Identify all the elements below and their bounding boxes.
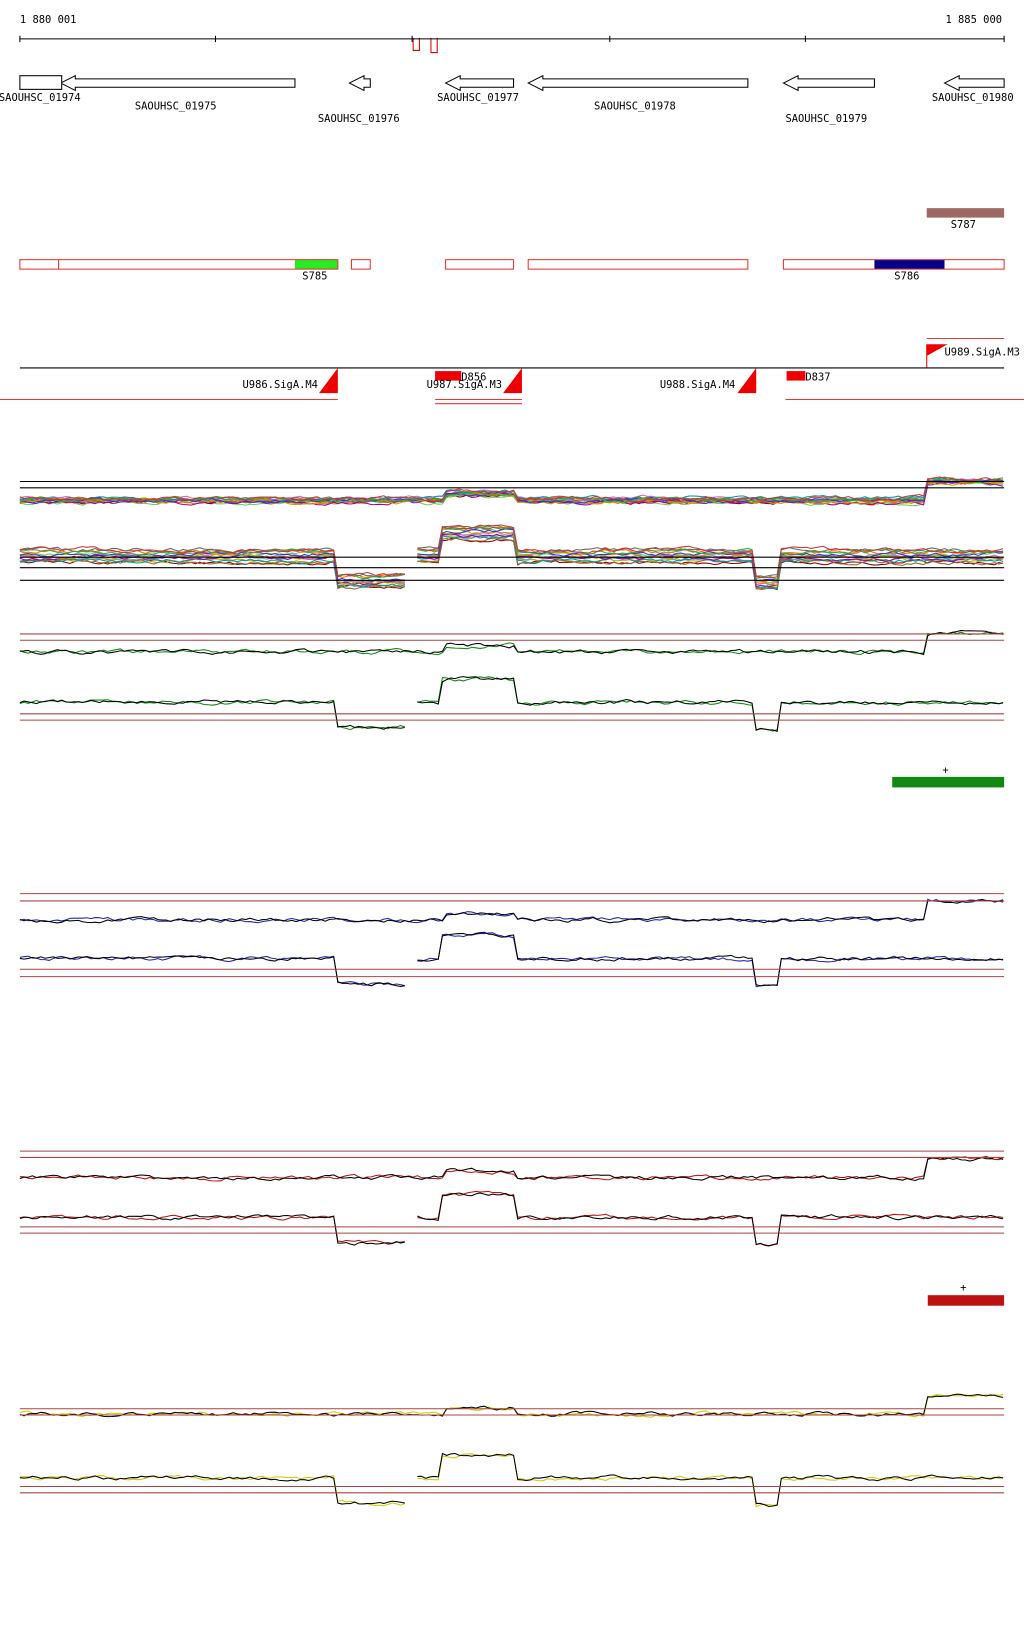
feature-flag [926,344,948,368]
track-line [19,1393,1004,1418]
track-line [19,898,1004,924]
feature-label: U989.SigA.M3 [945,346,1020,358]
track-line [19,1155,1004,1182]
ruler-start: 1 880 001 [20,14,77,26]
feature-flag [503,367,522,394]
gene-label: SAOUHSC_01980 [932,92,1014,104]
track-line [19,1190,1004,1247]
ruler-mark [412,37,438,54]
feature-box [435,371,462,381]
track-line [19,931,1004,987]
track-line [19,537,1004,590]
track-line [19,1156,1004,1182]
track-line [19,899,1004,924]
track-line [19,537,1004,591]
gene-label: SAOUHSC_01977 [437,92,519,104]
ruler-end: 1 885 000 [945,14,1002,26]
gene-arrow [348,74,371,92]
gene-arrow [943,74,1005,92]
track-line [19,1452,1004,1508]
gene-label: SAOUHSC_01975 [135,100,217,112]
track-marker: + [942,765,948,777]
segment-label: S786 [894,271,919,283]
track-line [19,481,1004,506]
segment-label: S787 [951,219,976,231]
track-marker: + [960,1282,966,1294]
gene-label: SAOUHSC_01979 [785,113,867,125]
segment [294,259,338,270]
track-line [19,676,1004,733]
track-line [19,1453,1004,1508]
segment [874,259,945,270]
gene-arrow [782,74,875,92]
feature-box [786,371,806,381]
track-line [19,530,1004,586]
segment-box [445,259,515,270]
gene-label: SAOUHSC_01978 [594,100,676,112]
feature-flag [737,367,757,394]
gene-label: SAOUHSC_01974 [0,92,81,104]
gene-arrow [527,74,749,92]
track-line [19,534,1004,590]
feature-label: U986.SigA.M4 [243,379,318,391]
segment [926,208,1005,218]
gene-arrow [59,74,296,92]
feature-label: D837 [805,372,830,384]
gene-label: SAOUHSC_01976 [318,113,400,125]
track-bar [927,1295,1005,1306]
track-bar [892,776,1005,788]
segment-label: S785 [302,271,327,283]
track-line [19,476,1004,503]
track-line [19,524,1004,579]
track-line [19,629,1004,656]
gene-box [19,75,63,90]
feature-flag [319,367,338,394]
feature-label: U988.SigA.M4 [660,379,735,391]
segment-box [19,259,339,270]
track-line [19,932,1004,988]
segment-box [350,259,371,270]
track-line [19,1192,1004,1247]
segment-box [527,259,749,270]
feature-label: D856 [461,372,486,384]
gene-arrow [444,74,515,92]
feature-label: U987.SigA.M3 [427,379,502,391]
segment-box [782,259,1005,270]
